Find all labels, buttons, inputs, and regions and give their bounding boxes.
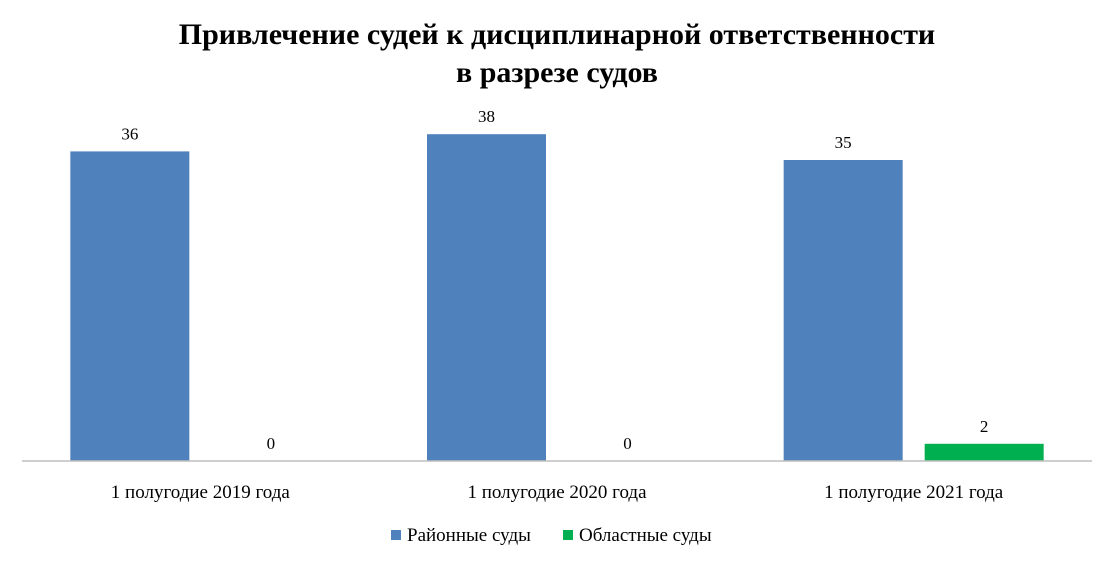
legend-swatch [391, 530, 401, 540]
legend-label: Районные суды [407, 525, 531, 546]
data-label: 38 [478, 107, 495, 126]
plot-area: 36 0 38 0 35 2 [70, 107, 1044, 461]
bar-district-1 [70, 151, 190, 461]
bar-district-3 [783, 160, 903, 461]
chart-title-line-2: в разрезе судов [456, 56, 658, 89]
x-axis-tick-labels: 1 полугодие 2019 года 1 полугодие 2020 го… [111, 482, 1004, 503]
data-label: 0 [623, 434, 632, 453]
x-tick-label: 1 полугодие 2020 года [467, 482, 647, 503]
x-tick-label: 1 полугодие 2021 года [824, 482, 1004, 503]
x-tick-label: 1 полугодие 2019 года [111, 482, 291, 503]
data-label: 36 [121, 124, 138, 143]
data-label: 2 [980, 417, 989, 436]
legend-swatch [563, 530, 573, 540]
data-label: 35 [835, 133, 852, 152]
bar-district-2 [427, 134, 546, 461]
data-label: 0 [267, 434, 276, 453]
chart-title-line-1: Привлечение судей к дисциплинарной ответ… [179, 18, 935, 51]
legend: Районные суды Областные суды [391, 525, 712, 546]
bar-regional-3 [924, 443, 1044, 461]
legend-label: Областные суды [579, 525, 712, 546]
